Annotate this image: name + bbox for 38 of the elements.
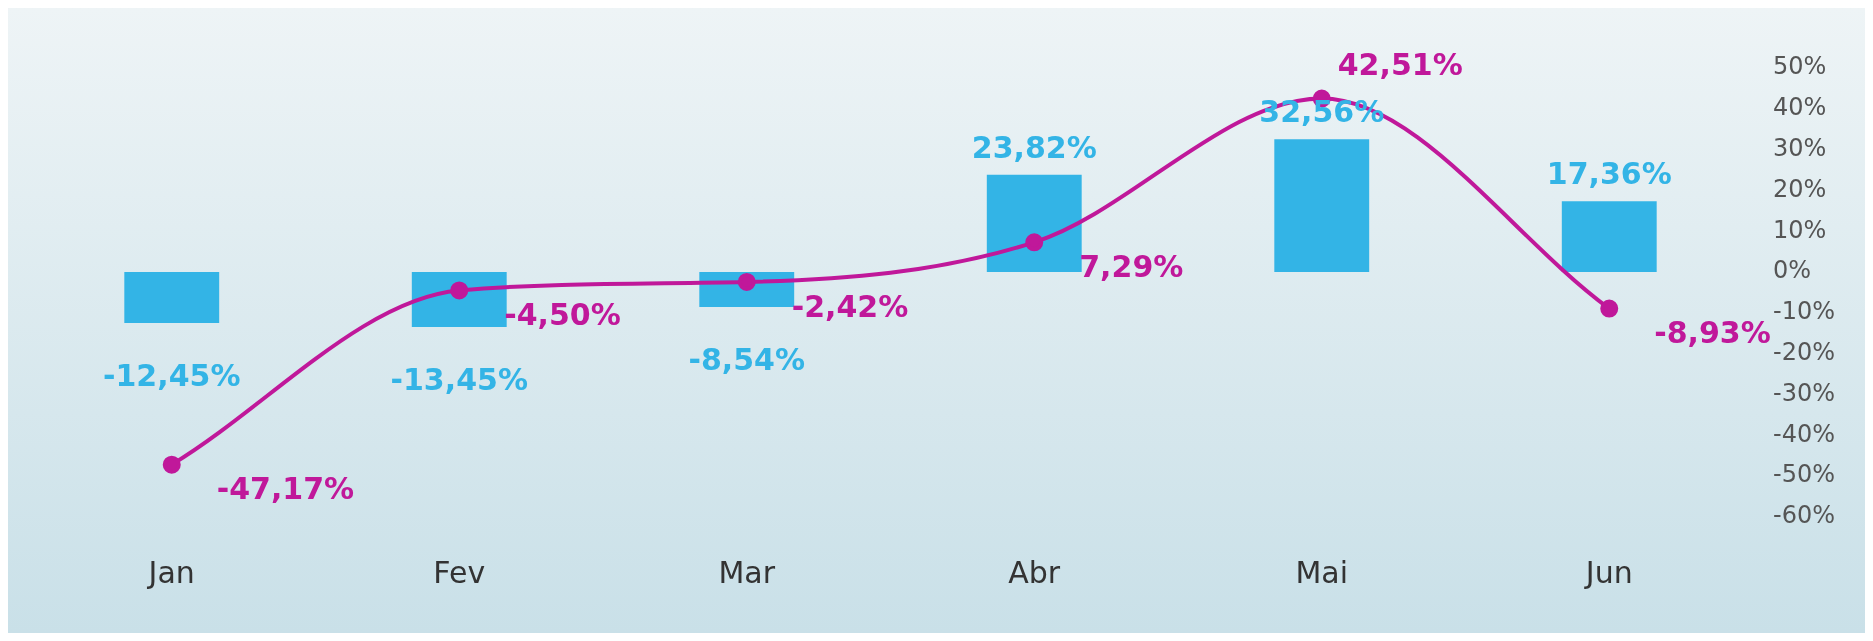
bar [1274,139,1370,273]
data-label: -47,17% [216,471,355,507]
bar [1561,201,1657,273]
y-tick-label: 10% [1773,215,1827,244]
x-tick-label: Jun [1583,554,1633,590]
data-label: 17,36% [1546,156,1672,192]
point [1025,233,1044,252]
point [737,272,756,291]
data-label: -8,54% [688,341,806,377]
y-tick-label: 50% [1773,52,1827,81]
y-tick-label: 40% [1773,93,1827,122]
y-tick-label: -10% [1773,297,1836,326]
bar [986,174,1082,273]
data-label: 42,51% [1337,47,1463,83]
data-label: -13,45% [390,361,528,397]
data-label: 7,29% [1079,249,1184,285]
y-tick-label: -50% [1773,460,1836,489]
point [1600,299,1619,318]
y-tick-label: -60% [1773,501,1836,530]
x-tick-label: Jan [146,554,195,590]
y-tick-label: 30% [1773,133,1827,162]
x-tick-label: Abr [1008,554,1061,590]
x-tick-label: Mai [1295,554,1349,590]
x-tick-label: Mar [718,554,776,590]
y-tick-label: -40% [1773,419,1836,448]
y-tick-label: -30% [1773,378,1836,407]
point [450,281,469,300]
data-label: 23,82% [971,129,1097,165]
x-tick-label: Fev [433,554,486,590]
y-tick-label: -20% [1773,337,1836,366]
point [162,455,181,474]
data-label: 32,56% [1259,93,1385,129]
data-label: -2,42% [791,288,909,324]
y-tick-label: 0% [1773,256,1812,285]
data-label: -8,93% [1654,315,1771,351]
bar [124,272,220,323]
y-tick-label: 20% [1773,174,1827,203]
data-label: -12,45% [103,357,241,393]
